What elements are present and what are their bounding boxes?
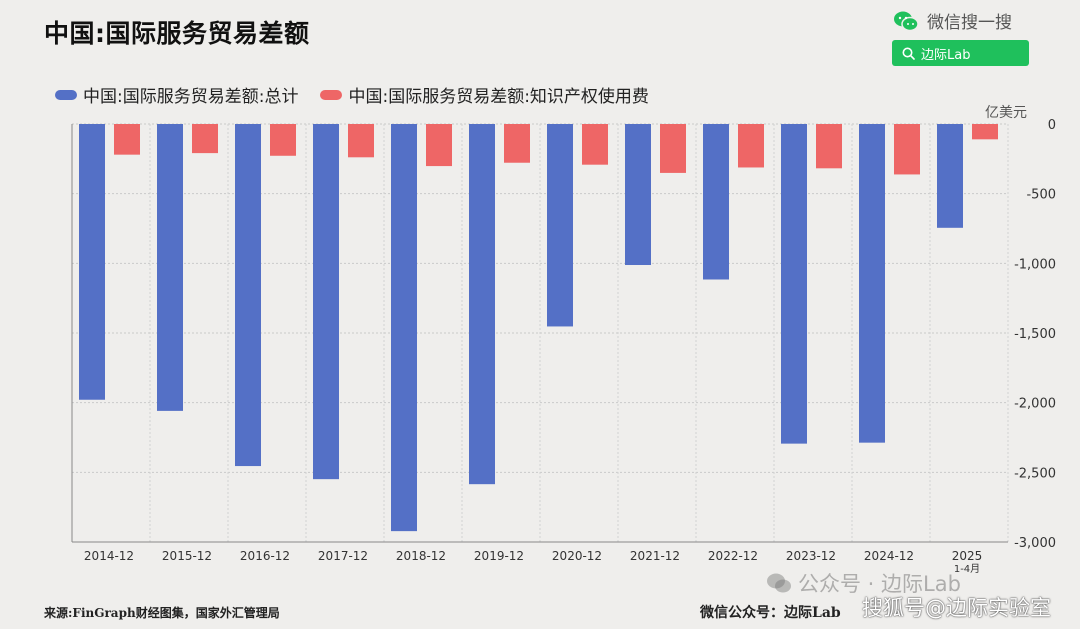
bar-total — [79, 124, 105, 400]
bar-ip-royalty — [192, 124, 218, 154]
wechat-search-label: 微信搜一搜 — [927, 13, 1012, 33]
bar-ip-royalty — [270, 124, 296, 156]
y-tick-label: -1,500 — [1014, 327, 1056, 342]
bar-total — [469, 124, 495, 485]
bar-ip-royalty — [348, 124, 374, 158]
legend-swatch-ip — [320, 89, 343, 100]
x-tick-label: 2015-12 — [162, 549, 212, 563]
bar-ip-royalty — [582, 124, 608, 165]
x-tick-label: 2021-12 — [630, 549, 680, 563]
bar-total — [625, 124, 651, 266]
y-tick-label: 0 — [1048, 118, 1056, 133]
bar-total — [235, 124, 261, 467]
bar-ip-royalty — [114, 124, 140, 155]
x-tick-label: 2018-12 — [396, 549, 446, 563]
credit-note: 微信公众号：边际Lab — [700, 605, 841, 621]
watermark-wechat: 公众号 · 边际Lab — [766, 568, 961, 598]
bar-ip-royalty — [504, 124, 530, 163]
x-tick-label: 2025 — [952, 549, 983, 563]
legend: 中国:国际服务贸易差额:总计 中国:国际服务贸易差额:知识产权使用费 — [55, 82, 649, 107]
bar-ip-royalty — [660, 124, 686, 173]
y-tick-label: -3,000 — [1014, 536, 1056, 551]
bar-total — [703, 124, 729, 280]
bar-total — [859, 124, 885, 443]
x-tick-label: 2024-12 — [864, 549, 914, 563]
bar-ip-royalty — [426, 124, 452, 167]
bar-ip-royalty — [894, 124, 920, 175]
x-tick-label: 2022-12 — [708, 549, 758, 563]
legend-swatch-total — [55, 89, 77, 100]
legend-label-ip: 中国:国际服务贸易差额:知识产权使用费 — [348, 87, 649, 107]
bar-total — [937, 124, 963, 228]
bar-total — [313, 124, 339, 480]
x-tick-label: 1-4月 — [954, 563, 980, 575]
x-tick-label: 2023-12 — [786, 549, 836, 563]
x-tick-label: 2019-12 — [474, 549, 524, 563]
source-note: 来源:FinGraph财经图集，国家外汇管理局 — [44, 606, 280, 620]
watermark-sohu: 搜狐号@边际实验室 — [862, 596, 1051, 620]
wechat-icon — [894, 11, 919, 31]
bar-ip-royalty — [816, 124, 842, 169]
x-tick-label: 2016-12 — [240, 549, 290, 563]
search-icon — [902, 47, 915, 60]
x-tick-label: 2017-12 — [318, 549, 368, 563]
x-tick-label: 2014-12 — [84, 549, 134, 563]
bar-total — [547, 124, 573, 327]
legend-item-total: 中国:国际服务贸易差额:总计 — [55, 82, 298, 107]
bar-ip-royalty — [738, 124, 764, 168]
search-button[interactable]: 边际Lab — [892, 40, 1029, 66]
y-tick-label: -2,500 — [1014, 466, 1056, 481]
bar-total — [391, 124, 417, 532]
legend-item-ip: 中国:国际服务贸易差额:知识产权使用费 — [320, 82, 649, 107]
chart-title: 中国:国际服务贸易差额 — [44, 19, 310, 48]
y-axis-unit: 亿美元 — [985, 105, 1027, 121]
wechat-watermark-icon — [767, 573, 791, 593]
legend-label-total: 中国:国际服务贸易差额:总计 — [83, 87, 299, 107]
bar-total — [781, 124, 807, 444]
x-tick-label: 2020-12 — [552, 549, 602, 563]
y-tick-label: -2,000 — [1014, 397, 1056, 412]
watermark-wechat-text: 公众号 · 边际Lab — [798, 572, 961, 596]
y-tick-label: -1,000 — [1014, 257, 1056, 272]
bar-ip-royalty — [972, 124, 998, 140]
wechat-search-brand[interactable]: 微信搜一搜 — [893, 8, 1012, 33]
y-tick-label: -500 — [1026, 188, 1056, 203]
search-label: 边际Lab — [921, 47, 971, 63]
bar-total — [157, 124, 183, 411]
